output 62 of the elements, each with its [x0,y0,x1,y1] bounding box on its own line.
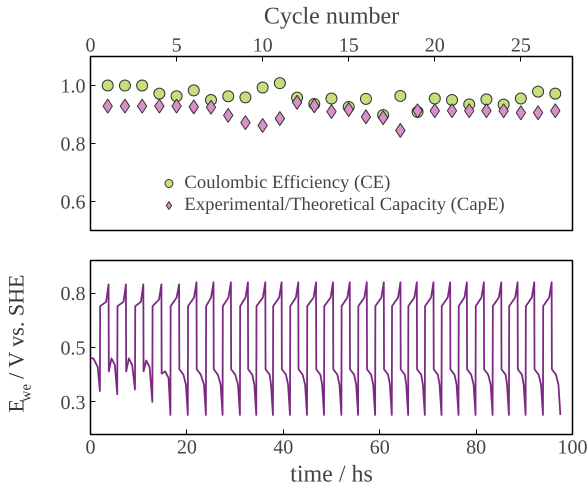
point [118,80,131,92]
point [480,93,492,106]
point [188,84,200,96]
x-tick-label: 0 [86,34,96,56]
legend-label: Experimental/Theoretical Capacity (CapE) [184,194,505,216]
point [326,92,338,105]
point [153,88,166,100]
point [154,98,165,114]
y-tick-label: 0.8 [60,283,86,306]
y-tick-label: 0.3 [60,392,86,414]
x-tick-label: 20 [176,436,197,458]
x-tick-label: 10 [252,34,273,56]
point [136,98,148,114]
point [498,103,509,118]
x-tick-label: 5 [172,34,182,56]
point [170,90,183,102]
point [136,80,148,92]
point [120,98,130,114]
x-tick-label: 40 [273,436,294,458]
y-tick-label: 0.5 [60,338,86,360]
point [514,92,527,105]
x-tick-label: 60 [370,436,390,458]
point [102,80,114,92]
point [274,111,286,126]
point [532,86,544,98]
point [446,94,458,106]
x-tick-label: 15 [338,34,359,56]
line-series [90,281,562,416]
point [239,91,252,104]
x-axis-title: Cycle number [264,4,400,30]
point [206,100,216,115]
point [292,94,302,110]
point [360,92,372,105]
x-axis-title: time / hs [290,462,373,488]
point [532,105,544,120]
point [274,77,286,90]
point [549,88,562,100]
point [378,110,388,126]
point [240,115,251,130]
x-tick-label: 25 [510,34,531,56]
legend-label: Coulombic Efficiency (CE) [184,172,390,194]
point [171,98,182,114]
point [412,103,423,118]
point [395,122,406,138]
point [481,103,492,118]
point [516,105,526,120]
y-tick-label: 0.8 [60,134,86,156]
point [360,109,372,124]
x-tick-label: 20 [424,34,445,56]
x-tick-label: 80 [466,436,486,458]
y-tick-label: 0.6 [60,192,86,214]
point [222,90,234,102]
point [326,104,337,120]
y-axis-title: Ewe / V vs. SHE [4,274,34,412]
x-tick-label: 100 [558,436,588,458]
point [428,92,441,105]
y-tick-label: 1.0 [60,76,86,98]
x-tick-label: 0 [86,436,96,458]
point [394,90,406,102]
point [256,82,269,94]
point [446,103,458,118]
point [257,118,268,134]
